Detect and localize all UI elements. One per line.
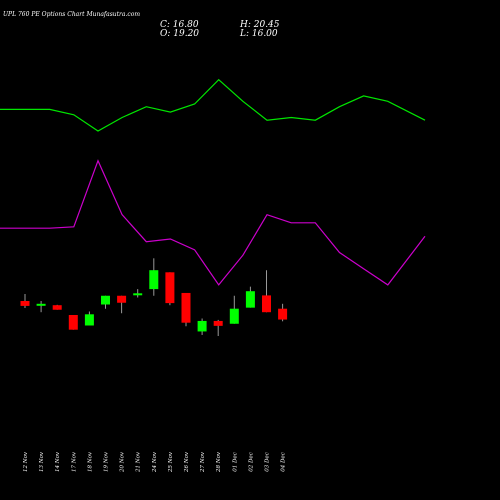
x-tick-label: 04 Dec <box>281 452 287 472</box>
low-readout: L: 16.00 <box>239 29 278 39</box>
candles <box>20 258 288 336</box>
candle-body <box>68 315 78 330</box>
candle <box>36 301 46 313</box>
close-readout: C: 16.80 <box>160 20 199 30</box>
candle <box>278 303 288 322</box>
candle <box>229 295 239 324</box>
candle <box>52 304 62 310</box>
candle <box>68 315 78 330</box>
high-readout: H: 20.45 <box>239 20 280 30</box>
x-tick-label: 27 Nov <box>200 451 206 473</box>
candle-body <box>133 293 143 296</box>
x-axis-ticks: 12 Nov 13 Nov 14 Nov 17 Nov 18 Nov 19 Nov 20 N… <box>23 451 287 473</box>
candle-body <box>101 295 110 305</box>
x-tick-label: 12 Nov <box>23 451 29 472</box>
candle-body <box>278 308 288 320</box>
candle <box>245 286 255 308</box>
candle-body <box>84 314 94 326</box>
candle-body <box>181 292 191 323</box>
candle <box>165 272 175 306</box>
candle-body <box>245 291 255 308</box>
indicator-line-2 <box>0 159 426 286</box>
x-tick-label: 26 Nov <box>184 451 190 473</box>
chart-title: UPL 760 PE Options Chart Munafasutra.com <box>3 11 140 18</box>
candle-body <box>52 305 62 310</box>
candle <box>133 289 143 298</box>
candle <box>181 292 191 327</box>
x-tick-label: 02 Dec <box>248 452 254 472</box>
x-tick-label: 24 Nov <box>152 451 158 473</box>
candle <box>117 295 127 314</box>
x-tick-label: 18 Nov <box>87 451 93 472</box>
indicator-lines <box>0 78 426 286</box>
open-readout: O: 19.20 <box>160 29 199 39</box>
x-tick-label: 14 Nov <box>55 451 61 472</box>
candle-body <box>20 301 30 306</box>
x-tick-label: 13 Nov <box>39 451 45 472</box>
x-tick-label: 20 Nov <box>120 451 126 473</box>
x-tick-label: 01 Dec <box>232 452 238 472</box>
candle-body <box>229 308 239 324</box>
x-tick-label: 21 Nov <box>136 451 142 473</box>
candle-body <box>213 320 223 326</box>
candle <box>84 311 94 326</box>
indicator-line-1 <box>0 78 426 132</box>
candle <box>149 258 159 296</box>
candle-body <box>36 303 46 306</box>
candle-body <box>197 320 207 332</box>
x-tick-label: 25 Nov <box>168 451 174 473</box>
candle <box>20 294 30 308</box>
candle <box>213 319 223 336</box>
candle-body <box>117 295 127 303</box>
candle-body <box>262 295 271 313</box>
candle <box>262 270 271 313</box>
candle <box>197 318 207 335</box>
candle-body <box>165 272 175 304</box>
candle <box>101 295 110 309</box>
candle-body <box>149 270 159 290</box>
x-tick-label: 28 Nov <box>216 451 222 473</box>
x-tick-label: 17 Nov <box>71 451 77 472</box>
x-tick-label: 03 Dec <box>265 452 271 472</box>
x-tick-label: 19 Nov <box>104 451 110 472</box>
